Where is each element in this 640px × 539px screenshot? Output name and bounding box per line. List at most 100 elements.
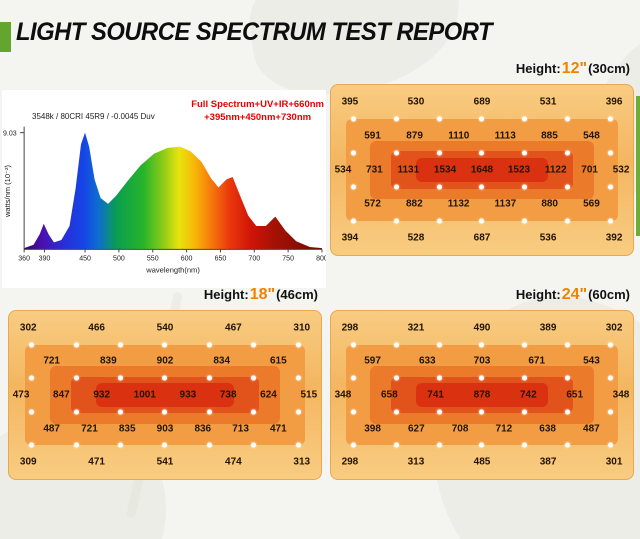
x-tick-label: 600 xyxy=(181,255,193,262)
led-dot xyxy=(29,375,35,381)
led-dot xyxy=(350,116,356,122)
led-dot xyxy=(479,218,485,224)
ppfd-value: 302 xyxy=(19,322,37,334)
ppfd-value: 548 xyxy=(583,130,600,142)
spectrum-curve xyxy=(24,132,322,250)
ppfd-value: 301 xyxy=(605,456,623,468)
led-dot xyxy=(565,409,571,415)
spectrum-panel: 9.03 wavelength(nm) watts/nm (10⁻²) 360 3… xyxy=(2,90,326,288)
ppfd-value: 490 xyxy=(473,322,491,334)
ppfd-value: 880 xyxy=(541,198,558,210)
led-dot-row xyxy=(9,342,321,348)
ppfd-value: 310 xyxy=(293,322,311,334)
led-dot xyxy=(118,442,124,448)
ppfd-value: 721 xyxy=(81,423,98,435)
led-dot xyxy=(73,442,79,448)
ppfd-value: 741 xyxy=(427,389,444,401)
led-dot-row xyxy=(9,409,321,415)
led-dot xyxy=(118,409,124,415)
led-dot xyxy=(436,442,442,448)
led-dot xyxy=(522,442,528,448)
led-dot xyxy=(436,116,442,122)
height-label-18in: Height: 18" (46cm) xyxy=(204,286,318,304)
led-dot xyxy=(522,375,528,381)
ppfd-row: 487 721 835 903 836 713 471 xyxy=(9,423,321,434)
ppfd-value: 879 xyxy=(406,130,423,142)
ppfd-value: 389 xyxy=(539,322,557,334)
led-dot xyxy=(162,375,168,381)
ppfd-value: 487 xyxy=(43,423,60,435)
ppfd-value: 531 xyxy=(539,96,557,108)
ppfd-value: 738 xyxy=(219,389,237,401)
ppfd-value: 687 xyxy=(473,232,491,244)
ppfd-row: 591 879 1110 1113 885 548 xyxy=(331,131,633,142)
spectrum-annotation-line2: +395nm+450nm+730nm xyxy=(204,112,312,124)
led-dot xyxy=(565,442,571,448)
ppfd-value: 597 xyxy=(364,355,381,367)
ppfd-value: 701 xyxy=(581,164,598,176)
ppfd-value: 515 xyxy=(300,389,318,401)
led-dot xyxy=(350,342,356,348)
led-dot xyxy=(479,409,485,415)
x-tick-label: 390 xyxy=(39,255,51,262)
ppfd-value: 1132 xyxy=(447,198,470,210)
ppfd-value: 1648 xyxy=(470,164,494,176)
heat-layer-core xyxy=(415,158,549,182)
spectrum-chart: 9.03 wavelength(nm) watts/nm (10⁻²) 360 3… xyxy=(3,126,326,275)
led-dot xyxy=(436,184,442,190)
led-dot-row xyxy=(331,409,633,415)
x-tick-label: 650 xyxy=(215,255,227,262)
led-dot-row xyxy=(331,184,633,190)
led-dot xyxy=(251,442,257,448)
led-dot xyxy=(436,218,442,224)
green-accent-bar xyxy=(0,22,11,52)
ppfd-map-24in: 298 321 490 389 302 597 633 703 671 543 348 658 741 8… xyxy=(330,310,634,480)
ppfd-value: 536 xyxy=(539,232,557,244)
led-dot xyxy=(608,342,614,348)
ppfd-value: 572 xyxy=(364,198,381,210)
led-dot xyxy=(436,150,442,156)
led-dot xyxy=(608,442,614,448)
ppfd-map-18in: 302 466 540 467 310 721 839 902 834 615 473 847 932 1… xyxy=(8,310,322,480)
x-tick-label: 750 xyxy=(282,255,294,262)
x-tick-label: 550 xyxy=(147,255,159,262)
led-dot-row xyxy=(9,375,321,381)
x-tick-label: 500 xyxy=(113,255,125,262)
led-dot xyxy=(479,150,485,156)
height-label-value: 24" xyxy=(561,286,588,303)
led-dot-row xyxy=(331,150,633,156)
led-dot xyxy=(608,184,614,190)
ppfd-value: 1137 xyxy=(494,198,517,210)
ppfd-value: 348 xyxy=(334,389,352,401)
x-tick-label: 800 xyxy=(316,255,326,262)
led-dot xyxy=(393,375,399,381)
led-dot xyxy=(29,342,35,348)
ppfd-row: 298 313 485 387 301 xyxy=(331,457,633,468)
height-label-suffix: (60cm) xyxy=(588,287,630,302)
ppfd-value: 932 xyxy=(93,389,111,401)
led-dot-row xyxy=(331,116,633,122)
ppfd-map-12in: 395 530 689 531 396 591 879 1110 1113 885 548 534 73… xyxy=(330,84,634,256)
ppfd-value: 313 xyxy=(293,456,311,468)
led-dot xyxy=(522,116,528,122)
ppfd-value: 396 xyxy=(605,96,623,108)
led-dot xyxy=(565,342,571,348)
ppfd-value: 615 xyxy=(270,355,287,367)
led-dot xyxy=(565,184,571,190)
green-edge-line xyxy=(636,96,640,236)
heat-layer-core xyxy=(415,383,549,407)
led-dot xyxy=(608,409,614,415)
ppfd-value: 467 xyxy=(225,322,242,334)
spectrum-annotation: Full Spectrum+UV+IR+660nm +395nm+450nm+7… xyxy=(191,98,324,125)
led-dot xyxy=(565,116,571,122)
ppfd-value: 627 xyxy=(407,423,425,435)
ppfd-value: 834 xyxy=(213,355,231,367)
led-dot xyxy=(162,342,168,348)
led-dot xyxy=(565,150,571,156)
spectrum-annotation-line1: Full Spectrum+UV+IR+660nm xyxy=(191,99,324,110)
ppfd-value: 836 xyxy=(194,423,212,435)
ppfd-value: 885 xyxy=(541,130,558,142)
ppfd-value: 689 xyxy=(473,96,491,108)
ppfd-value: 471 xyxy=(270,423,287,435)
